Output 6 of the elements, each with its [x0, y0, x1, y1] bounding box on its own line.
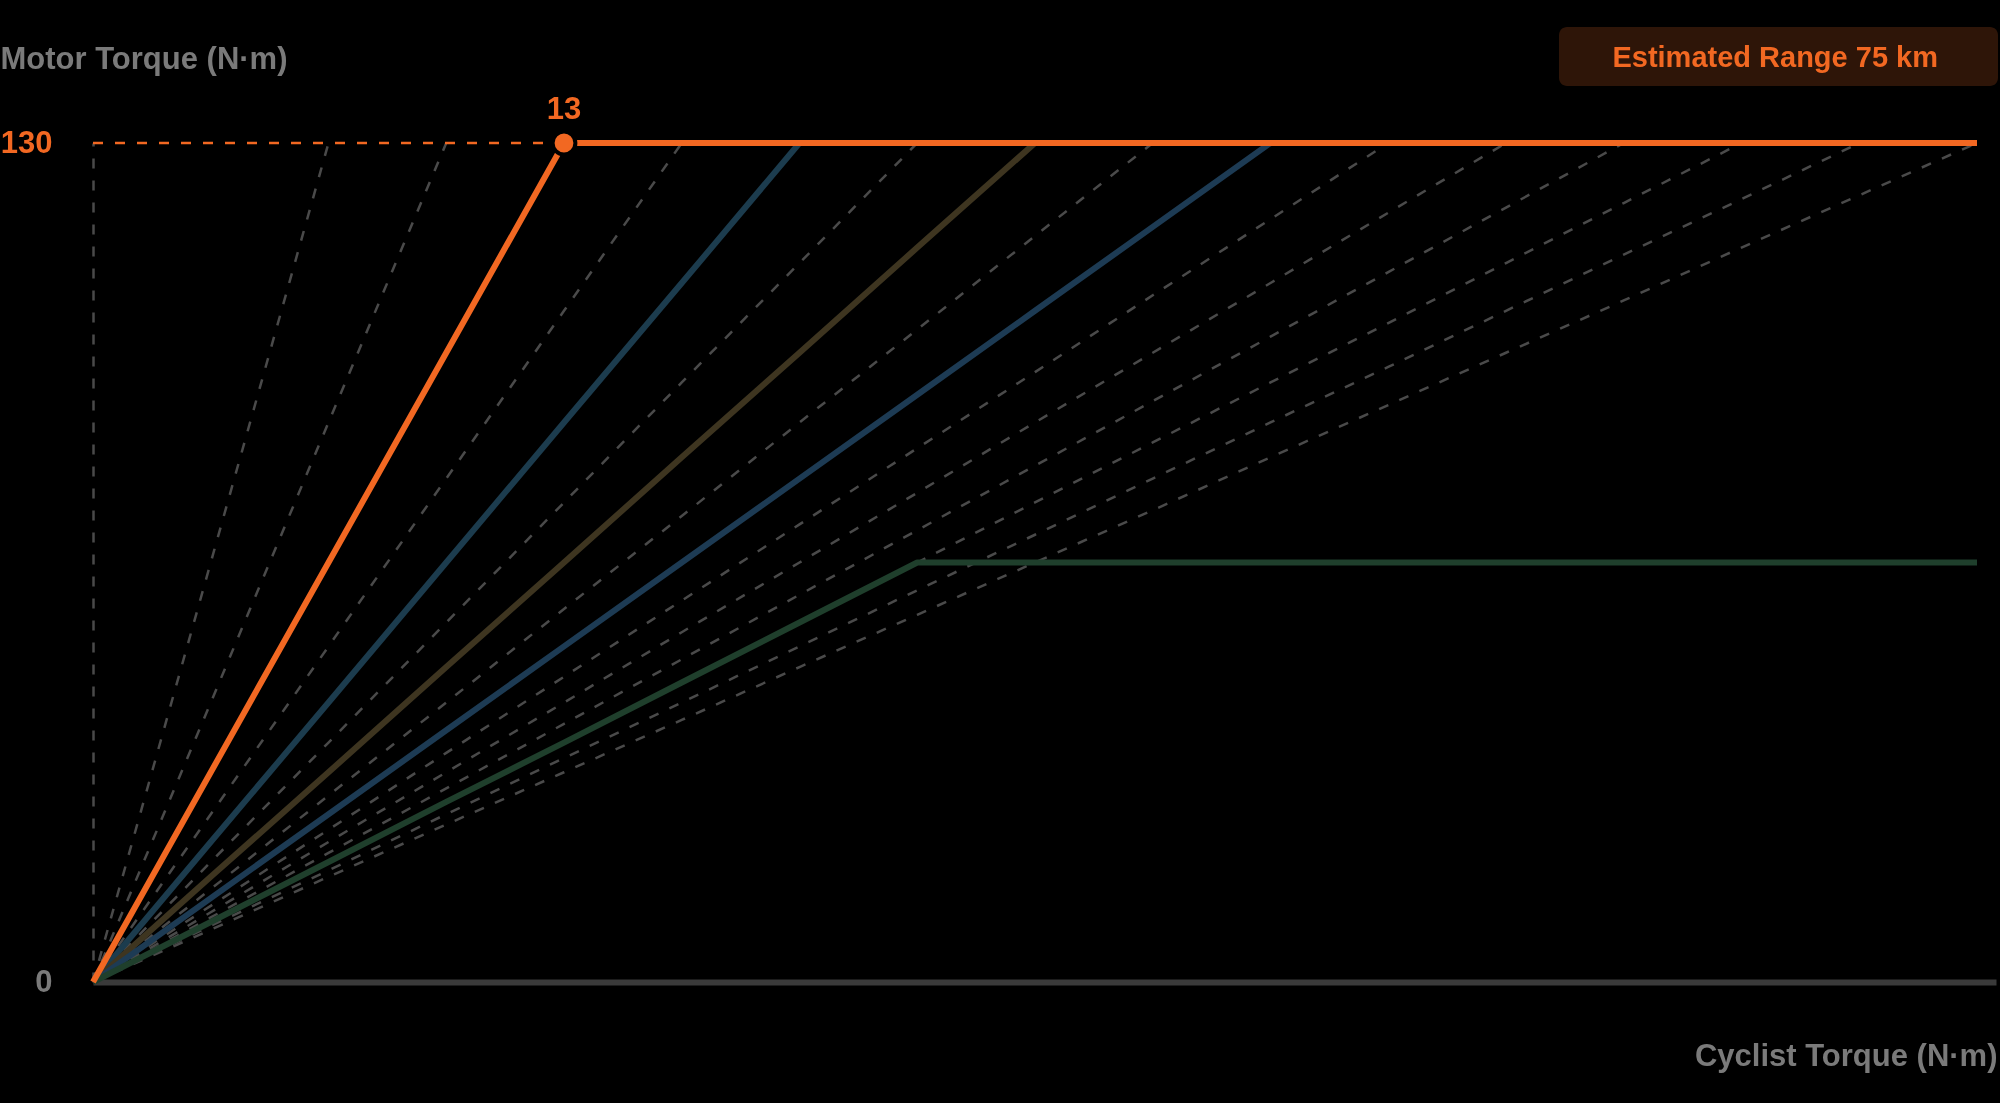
y-tick-label: 130	[0, 124, 53, 160]
x-axis-title: Cyclist Torque (N·m)	[1694, 1037, 1998, 1073]
annotation: 13	[546, 91, 582, 126]
text: Estimated Range 75 km	[1612, 41, 1938, 73]
y-axis-title: Motor Torque (N·m)	[0, 40, 288, 76]
y-tick-label: 0	[35, 963, 53, 999]
